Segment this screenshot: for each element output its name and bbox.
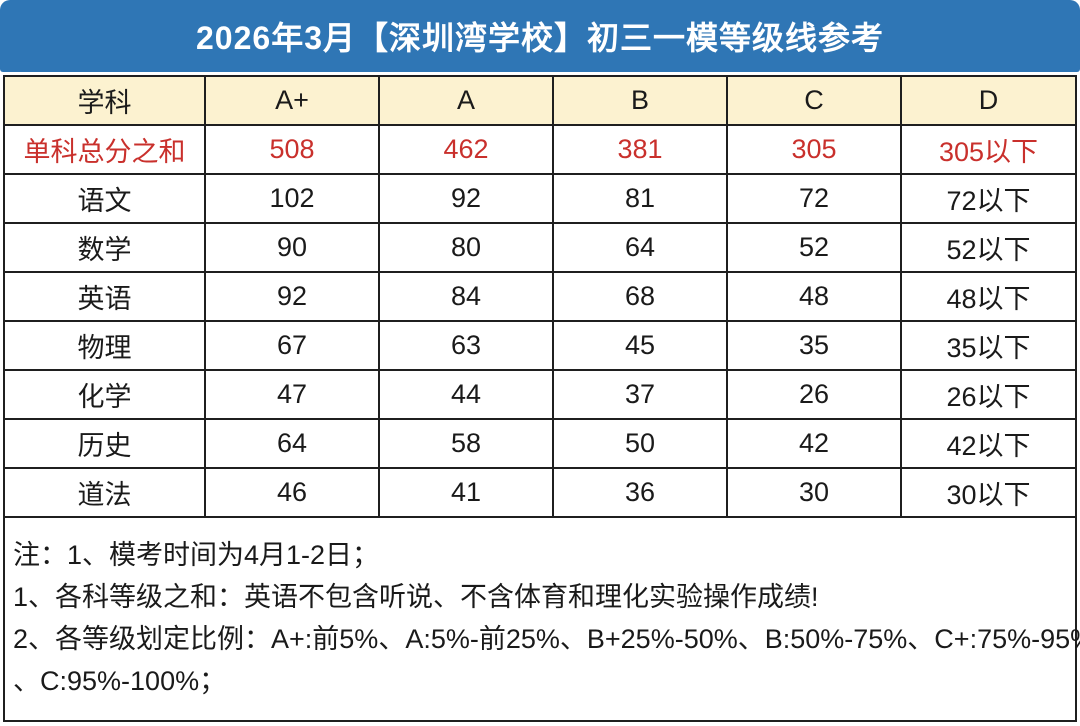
title-banner: 2026年3月【深圳湾学校】初三一模等级线参考: [0, 0, 1080, 72]
score-cell: 92: [204, 271, 380, 322]
note-line: 2、各等级划定比例：A+:前5%、A:5%-前25%、B+25%-50%、B:5…: [13, 624, 1080, 654]
table-row: 物理 67 63 45 35 35以下: [5, 320, 1075, 371]
score-cell: 44: [378, 369, 554, 420]
score-cell: 381: [552, 124, 728, 175]
table-container: 学科 A+ A B C D 单科总分之和 508 462 381 305 305以下 语文 102 92 8…: [3, 75, 1080, 722]
score-cell: 47: [204, 369, 380, 420]
table-body: 单科总分之和 508 462 381 305 305以下 语文 102 92 81 72 72以下 数学…: [5, 124, 1075, 518]
row-label: 物理: [5, 320, 206, 371]
score-cell: 41: [378, 467, 554, 518]
score-cell: 81: [552, 173, 728, 224]
note-line: 1、各科等级之和：英语不包含听说、不含体育和理化实验操作成绩!: [13, 582, 819, 612]
score-cell: 58: [378, 418, 554, 469]
score-cell: 52以下: [900, 222, 1075, 273]
row-label: 语文: [5, 173, 206, 224]
table-row: 数学 90 80 64 52 52以下: [5, 222, 1075, 273]
score-cell: 35: [726, 320, 902, 371]
score-cell: 42: [726, 418, 902, 469]
score-cell: 84: [378, 271, 554, 322]
score-cell: 52: [726, 222, 902, 273]
score-cell: 72: [726, 173, 902, 224]
score-cell: 90: [204, 222, 380, 273]
row-label: 英语: [5, 271, 206, 322]
table-row: 道法 46 41 36 30 30以下: [5, 467, 1075, 518]
row-label: 道法: [5, 467, 206, 518]
score-cell: 26: [726, 369, 902, 420]
row-label: 历史: [5, 418, 206, 469]
score-cell: 67: [204, 320, 380, 371]
table-row: 英语 92 84 68 48 48以下: [5, 271, 1075, 322]
score-cell: 45: [552, 320, 728, 371]
grade-table: 学科 A+ A B C D 单科总分之和 508 462 381 305 305以下 语文 102 92 8…: [5, 77, 1075, 518]
score-cell: 305以下: [900, 124, 1075, 175]
header-cell-subject: 学科: [5, 77, 206, 126]
score-cell: 64: [204, 418, 380, 469]
score-cell: 64: [552, 222, 728, 273]
score-cell: 68: [552, 271, 728, 322]
table-header-row: 学科 A+ A B C D: [5, 77, 1075, 126]
table-row: 化学 47 44 37 26 26以下: [5, 369, 1075, 420]
score-cell: 50: [552, 418, 728, 469]
note-line: 注：1、模考时间为4月1-2日；: [13, 540, 380, 570]
score-cell: 508: [204, 124, 380, 175]
row-label: 化学: [5, 369, 206, 420]
row-label: 数学: [5, 222, 206, 273]
score-cell: 63: [378, 320, 554, 371]
score-cell: 92: [378, 173, 554, 224]
score-cell: 26以下: [900, 369, 1075, 420]
notes: 注：1、模考时间为4月1-2日； 1、各科等级之和：英语不包含听说、不含体育和理…: [5, 518, 1080, 702]
header-cell-b: B: [552, 77, 728, 126]
score-cell: 48以下: [900, 271, 1075, 322]
row-label: 单科总分之和: [5, 124, 206, 175]
score-cell: 42以下: [900, 418, 1075, 469]
score-cell: 37: [552, 369, 728, 420]
header-cell-d: D: [900, 77, 1075, 126]
score-cell: 35以下: [900, 320, 1075, 371]
score-cell: 80: [378, 222, 554, 273]
page-title: 2026年3月【深圳湾学校】初三一模等级线参考: [196, 20, 884, 56]
score-cell: 30以下: [900, 467, 1075, 518]
note-line: 、C:95%-100%；: [13, 666, 227, 696]
table-row: 单科总分之和 508 462 381 305 305以下: [5, 124, 1075, 175]
score-cell: 102: [204, 173, 380, 224]
table-row: 历史 64 58 50 42 42以下: [5, 418, 1075, 469]
score-cell: 72以下: [900, 173, 1075, 224]
header-cell-a: A: [378, 77, 554, 126]
score-cell: 305: [726, 124, 902, 175]
header-cell-a-plus: A+: [204, 77, 380, 126]
score-cell: 46: [204, 467, 380, 518]
table-row: 语文 102 92 81 72 72以下: [5, 173, 1075, 224]
header-cell-c: C: [726, 77, 902, 126]
score-cell: 48: [726, 271, 902, 322]
score-cell: 30: [726, 467, 902, 518]
score-cell: 36: [552, 467, 728, 518]
score-cell: 462: [378, 124, 554, 175]
